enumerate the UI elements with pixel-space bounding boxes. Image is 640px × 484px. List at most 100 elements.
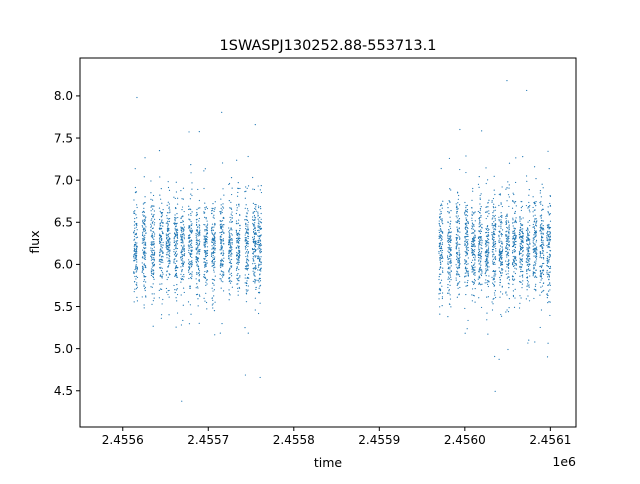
data-point xyxy=(189,253,191,255)
data-point xyxy=(189,243,191,245)
data-point xyxy=(150,286,152,288)
data-point xyxy=(255,288,257,291)
data-point xyxy=(440,235,442,237)
data-point xyxy=(506,200,508,202)
data-point xyxy=(180,217,182,220)
data-point xyxy=(246,258,248,260)
data-point xyxy=(230,252,233,254)
data-point xyxy=(456,238,458,240)
data-point xyxy=(520,270,522,273)
data-point xyxy=(237,182,239,184)
data-point xyxy=(196,221,198,223)
data-point xyxy=(165,246,167,248)
data-point xyxy=(513,278,516,280)
data-point xyxy=(438,288,441,290)
data-point xyxy=(260,270,262,272)
data-point xyxy=(529,258,531,260)
data-point xyxy=(198,224,200,226)
data-point xyxy=(142,269,144,271)
data-point xyxy=(480,306,483,309)
data-point xyxy=(507,348,509,351)
data-point xyxy=(175,233,177,235)
data-point xyxy=(457,221,459,223)
x-axis-ticks: 2.4556 2.4557 2.4558 2.4559 2.4560 2.4561 xyxy=(102,427,571,447)
data-point xyxy=(439,244,441,246)
data-point xyxy=(465,155,467,157)
data-point xyxy=(221,264,223,266)
data-point xyxy=(150,243,152,245)
data-point xyxy=(508,298,510,300)
x-axis-offset-label: 1e6 xyxy=(552,454,576,469)
data-point xyxy=(196,233,199,235)
data-point xyxy=(136,259,138,261)
data-point xyxy=(136,268,138,270)
data-point xyxy=(520,297,522,299)
data-point xyxy=(527,281,529,283)
data-point xyxy=(153,244,155,246)
data-point xyxy=(258,206,260,209)
data-point xyxy=(479,224,482,226)
data-point xyxy=(513,279,515,282)
data-point xyxy=(501,261,503,264)
data-point xyxy=(542,263,544,265)
data-point xyxy=(448,235,450,238)
data-point xyxy=(246,243,248,245)
data-point xyxy=(499,251,501,253)
data-point xyxy=(206,220,208,222)
data-point xyxy=(519,257,521,259)
data-point xyxy=(480,264,482,266)
data-point xyxy=(546,261,548,263)
data-point xyxy=(540,201,542,203)
data-point xyxy=(535,178,537,180)
data-point xyxy=(245,190,247,192)
data-point xyxy=(439,258,441,260)
data-point xyxy=(458,247,460,249)
data-point xyxy=(189,236,191,239)
data-point xyxy=(536,252,538,255)
data-point xyxy=(248,273,250,276)
data-point xyxy=(169,259,171,262)
data-point xyxy=(180,251,182,253)
data-point xyxy=(144,276,147,278)
data-point xyxy=(236,232,238,235)
data-point xyxy=(485,250,487,252)
data-point xyxy=(541,220,543,222)
data-point xyxy=(245,265,248,267)
data-point xyxy=(455,279,457,281)
data-point xyxy=(548,236,550,238)
data-point xyxy=(535,290,537,292)
data-point xyxy=(486,211,488,213)
data-point xyxy=(465,275,467,277)
data-point xyxy=(494,223,496,225)
data-point xyxy=(144,220,146,222)
x-tick-label: 2.4559 xyxy=(358,433,400,447)
data-point xyxy=(501,267,503,270)
data-point xyxy=(174,217,176,219)
data-point xyxy=(484,261,486,263)
data-point xyxy=(175,247,177,249)
data-point xyxy=(547,255,549,258)
data-point xyxy=(479,235,481,238)
data-point xyxy=(176,212,178,215)
data-point xyxy=(471,217,473,219)
data-point xyxy=(527,239,530,241)
data-point xyxy=(491,218,493,220)
data-point xyxy=(540,286,542,288)
data-point xyxy=(549,267,552,269)
data-point xyxy=(198,268,200,271)
data-point xyxy=(181,221,183,224)
data-point xyxy=(182,215,184,217)
data-point xyxy=(473,263,475,266)
data-point xyxy=(540,196,542,198)
data-point xyxy=(190,239,192,241)
data-point xyxy=(522,232,524,234)
data-point xyxy=(142,210,145,213)
data-point xyxy=(212,250,215,253)
data-point xyxy=(204,246,206,248)
data-point xyxy=(235,254,238,256)
data-point xyxy=(153,210,155,212)
data-point xyxy=(252,267,254,270)
data-point xyxy=(166,278,168,281)
data-point xyxy=(213,235,215,237)
data-point xyxy=(191,271,193,273)
